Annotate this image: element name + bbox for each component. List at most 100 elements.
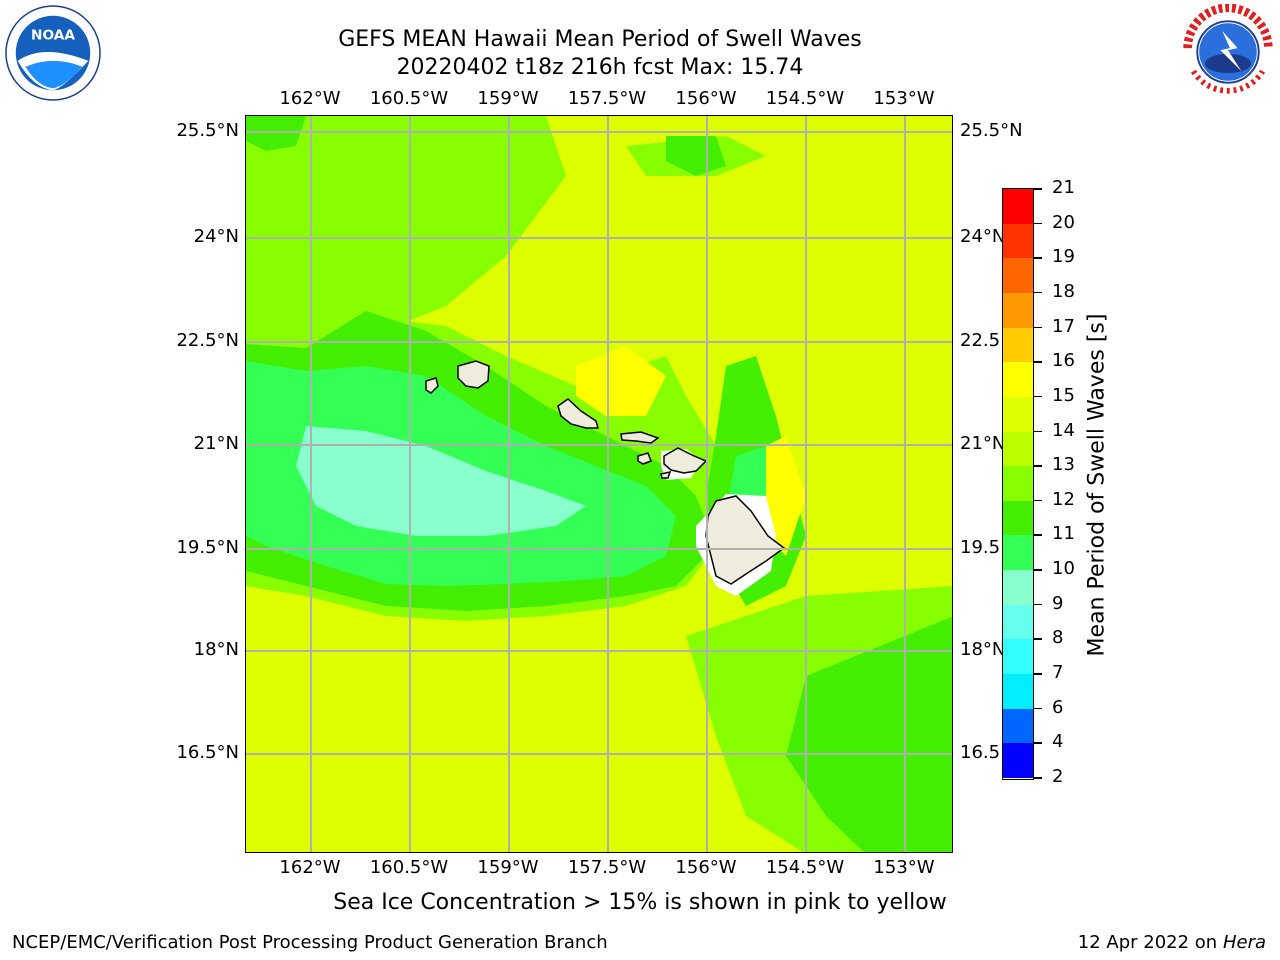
- colorbar-tick-mark: [1034, 742, 1042, 744]
- lon-tick-bottom-2: 160.5°W: [369, 857, 449, 878]
- colorbar-tick-mark: [1034, 673, 1042, 675]
- colorbar-tick-mark: [1034, 291, 1042, 294]
- contour-10s-main: [296, 426, 586, 536]
- lat-tick-right-1: 25.5°N: [960, 120, 1023, 141]
- colorbar-tick-label: 19: [1052, 246, 1075, 268]
- footer-date-text: 12 Apr 2022 on: [1077, 932, 1218, 953]
- graticule: [246, 116, 952, 852]
- contour-12s-southeast: [786, 616, 952, 852]
- colorbar-tick-label: 10: [1052, 558, 1075, 580]
- colorbar-tick-label: 15: [1052, 384, 1075, 406]
- colorbar-tick-label: 2: [1052, 766, 1064, 787]
- colorbar-segment: [1003, 500, 1033, 536]
- colorbar-tick-mark: [1034, 707, 1042, 710]
- colorbar-segment: [1003, 639, 1033, 675]
- lon-tick-bottom-1: 162°W: [279, 857, 341, 878]
- chart-subtitle: 20220402 t18z 216h fcst Max: 15.74: [396, 55, 804, 80]
- contour-10s-south-patch: [366, 508, 416, 521]
- contour-15s-east: [766, 436, 806, 556]
- colorbar-segment: [1003, 708, 1033, 744]
- lon-tick-bottom-7: 153°W: [873, 857, 935, 878]
- colorbar-segment: [1003, 535, 1033, 571]
- lat-tick-left-1: 25.5°N: [176, 120, 239, 141]
- colorbar-tick-label: 11: [1052, 523, 1075, 545]
- colorbar-segment: [1003, 604, 1033, 640]
- lon-tick-bottom-4: 157.5°W: [567, 857, 647, 878]
- island-oahu: [557, 398, 599, 429]
- colorbar-tick-mark: [1034, 499, 1042, 502]
- lat-tick-left-2: 24°N: [193, 226, 239, 247]
- colorbar-tick-mark: [1034, 777, 1042, 779]
- contour-12s-north-patch: [246, 116, 306, 151]
- colorbar-tick-mark: [1034, 188, 1042, 190]
- colorbar-tick-label: 12: [1052, 488, 1075, 510]
- colorbar-tick-mark: [1034, 534, 1042, 536]
- contour-12s-northeast-patch: [666, 136, 726, 176]
- colorbar-segment: [1003, 466, 1033, 502]
- colorbar-segment: [1003, 362, 1033, 398]
- colorbar-tick-mark: [1034, 326, 1042, 329]
- lat-tick-right-6: 18°N: [960, 639, 1006, 660]
- noaa-logo: NOAA: [5, 5, 101, 101]
- colorbar-tick-mark: [1034, 430, 1042, 433]
- colorbar-tick-mark: [1034, 222, 1042, 225]
- lat-tick-right-5: 19.5: [960, 537, 1001, 558]
- island-maui: [663, 447, 708, 474]
- colorbar-tick-label: 13: [1052, 454, 1075, 476]
- lon-tick-top-7: 153°W: [873, 88, 935, 109]
- lon-tick-bottom-6: 154.5°W: [765, 857, 845, 878]
- colorbar: [1002, 188, 1034, 780]
- lat-tick-right-2: 24°N: [960, 226, 1006, 247]
- lon-tick-top-3: 159°W: [477, 88, 539, 109]
- colorbar-segment: [1003, 570, 1033, 606]
- footer-date: 12 Apr 2022 on Hera: [1078, 932, 1266, 953]
- colorbar-segment: [1003, 223, 1033, 259]
- colorbar-tick-label: 7: [1052, 662, 1064, 684]
- colorbar-tick-mark: [1034, 569, 1042, 571]
- colorbar-tick-mark: [1034, 257, 1042, 259]
- contour-15s-lee: [576, 346, 666, 416]
- lat-tick-right-4: 21°N: [960, 433, 1006, 454]
- svg-text:NOAA: NOAA: [31, 27, 75, 43]
- island-niihau: [425, 377, 439, 394]
- lat-tick-right-3: 22.5: [960, 330, 1001, 351]
- island-kauai: [457, 360, 490, 389]
- contour-13s-north: [246, 116, 566, 331]
- lat-tick-left-6: 18°N: [193, 639, 239, 660]
- lon-tick-bottom-5: 156°W: [675, 857, 737, 878]
- lon-tick-bottom-3: 159°W: [477, 857, 539, 878]
- sea-ice-note: Sea Ice Concentration > 15% is shown in …: [333, 890, 947, 915]
- colorbar-segment: [1003, 674, 1033, 710]
- lat-tick-right-7: 16.5: [960, 742, 1001, 763]
- colorbar-tick-label: 4: [1052, 731, 1064, 753]
- lon-tick-top-6: 154.5°W: [765, 88, 845, 109]
- lat-tick-left-5: 19.5°N: [176, 537, 239, 558]
- colorbar-segment: [1003, 743, 1033, 779]
- colorbar-tick-mark: [1034, 638, 1042, 640]
- colorbar-tick-mark: [1034, 395, 1042, 398]
- colorbar-tick-label: 14: [1052, 419, 1075, 441]
- chart-title: GEFS MEAN Hawaii Mean Period of Swell Wa…: [338, 27, 862, 52]
- island-lanai: [637, 452, 652, 465]
- colorbar-segment: [1003, 189, 1033, 225]
- colorbar-tick-mark: [1034, 361, 1042, 363]
- footer-host: Hera: [1222, 932, 1266, 953]
- lat-tick-left-3: 22.5°N: [176, 330, 239, 351]
- lat-tick-left-4: 21°N: [193, 433, 239, 454]
- lat-tick-left-7: 16.5°N: [176, 742, 239, 763]
- colorbar-segment: [1003, 396, 1033, 433]
- colorbar-tick-label: 16: [1052, 350, 1075, 372]
- lon-tick-top-2: 160.5°W: [369, 88, 449, 109]
- lon-tick-top-1: 162°W: [279, 88, 341, 109]
- colorbar-tick-label: 18: [1052, 280, 1075, 302]
- colorbar-tick-mark: [1034, 465, 1042, 467]
- footer-credit: NCEP/EMC/Verification Post Processing Pr…: [12, 932, 608, 953]
- colorbar-segment: [1003, 327, 1033, 363]
- map-panel: [245, 115, 953, 853]
- colorbar-tick-mark: [1034, 603, 1042, 606]
- colorbar-segment: [1003, 431, 1033, 467]
- lon-tick-top-4: 157.5°W: [567, 88, 647, 109]
- swell-period-field: [246, 116, 952, 852]
- nws-logo: [1182, 4, 1274, 98]
- colorbar-tick-label: 17: [1052, 315, 1075, 337]
